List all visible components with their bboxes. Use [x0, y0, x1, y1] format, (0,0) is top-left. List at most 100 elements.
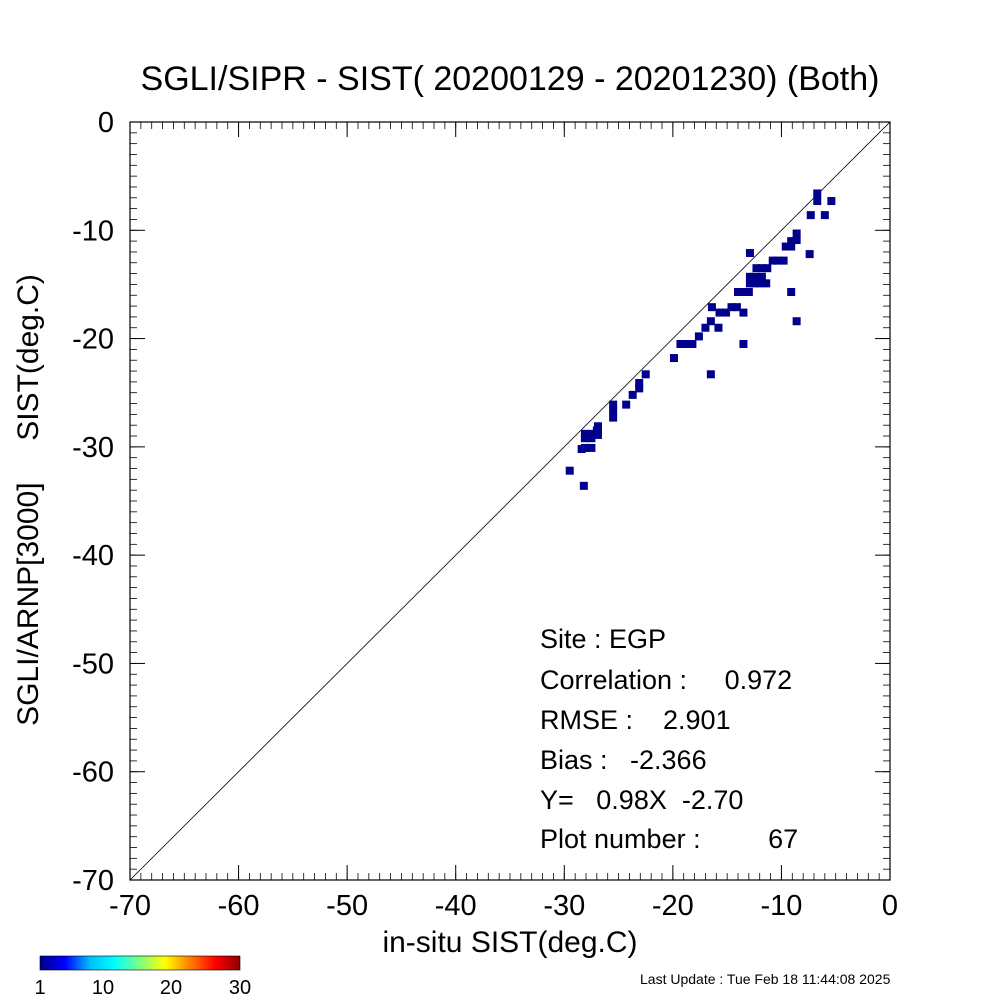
data-point	[593, 427, 602, 436]
data-point	[813, 197, 822, 206]
y-tick-label: -70	[72, 865, 114, 897]
stats-annotations: Site : EGP Correlation : 0.972 RMSE : 2.…	[540, 624, 798, 854]
x-tick-label: -40	[435, 890, 477, 922]
annotation-rmse: RMSE : 2.901	[540, 705, 731, 735]
data-point	[806, 211, 815, 220]
data-point	[669, 354, 678, 363]
data-point	[820, 211, 829, 220]
data-point	[739, 339, 748, 348]
data-point	[750, 272, 759, 281]
data-point	[694, 332, 703, 341]
colorbar	[39, 955, 241, 971]
x-tick-label: -50	[326, 890, 368, 922]
data-point	[706, 317, 715, 326]
data-point	[701, 323, 710, 332]
data-point	[813, 189, 822, 198]
data-point	[745, 279, 754, 288]
colorbar-ticks: 1 10 20 30	[34, 977, 251, 999]
data-point	[745, 272, 754, 281]
data-point	[641, 370, 650, 379]
data-points	[565, 189, 836, 490]
data-point	[755, 279, 764, 288]
data-point	[768, 256, 777, 265]
colorbar-tick: 1	[34, 977, 45, 999]
data-point	[779, 256, 788, 265]
data-point	[757, 264, 766, 273]
data-point	[635, 378, 644, 387]
x-tick-label: -20	[652, 890, 694, 922]
data-point	[565, 466, 574, 475]
y-tick-label: -60	[72, 757, 114, 789]
data-point	[787, 288, 796, 297]
data-point	[714, 323, 723, 332]
data-point	[792, 317, 801, 326]
x-tick-labels: -70 -60 -50 -40 -30 -20 -10 0	[109, 890, 898, 922]
data-point	[752, 264, 761, 273]
data-point	[805, 250, 814, 259]
data-point	[739, 288, 748, 297]
data-point	[722, 308, 731, 317]
data-point	[781, 242, 790, 251]
one-to-one-reference-line	[129, 121, 891, 881]
data-point	[774, 256, 783, 265]
colorbar-tick: 30	[229, 977, 251, 999]
data-point	[827, 197, 836, 206]
y-tick-label: -30	[72, 432, 114, 464]
data-point	[609, 413, 618, 422]
last-update-text: Last Update : Tue Feb 18 11:44:08 2025	[640, 971, 891, 987]
data-point	[734, 288, 742, 297]
data-point	[609, 400, 618, 409]
data-point	[676, 339, 685, 348]
y-tick-label: 0	[98, 107, 114, 139]
data-point	[587, 434, 596, 443]
colorbar-tick: 20	[160, 977, 182, 999]
y-tick-labels: 0 -10 -20 -30 -40 -50 -60 -70	[72, 107, 114, 897]
annotation-plot-number: Plot number : 67	[540, 824, 798, 854]
major-ticks	[129, 121, 891, 881]
y-tick-label: -40	[72, 540, 114, 572]
data-point	[706, 370, 715, 379]
chart-title: SGLI/SIPR - SIST( 20200129 - 20201230) (…	[141, 60, 880, 98]
data-point	[787, 237, 796, 246]
data-point	[580, 429, 589, 438]
colorbar-tick: 10	[92, 977, 114, 999]
data-point	[744, 288, 753, 297]
annotation-bias: Bias : -2.366	[540, 745, 707, 775]
data-point	[587, 429, 596, 438]
data-point	[707, 303, 716, 312]
annotation-regression: Y= 0.98X -2.70	[540, 785, 743, 815]
data-point	[579, 481, 588, 490]
data-point	[715, 308, 724, 317]
data-point	[577, 445, 586, 454]
x-axis-label: in-situ SIST(deg.C)	[382, 926, 637, 959]
data-point	[688, 339, 697, 348]
y-axis-label: SGLI/ARNP[3000] SIST(deg.C)	[12, 274, 45, 726]
data-point	[580, 434, 589, 443]
data-point	[593, 422, 602, 431]
annotation-correlation: Correlation : 0.972	[540, 665, 792, 695]
y-tick-label: -10	[72, 215, 114, 247]
data-point	[745, 249, 754, 258]
y-tick-label: -50	[72, 648, 114, 680]
annotation-site: Site : EGP	[540, 624, 666, 654]
data-point	[757, 272, 766, 281]
data-point	[628, 390, 637, 399]
data-point	[587, 443, 596, 452]
data-point	[787, 242, 796, 251]
x-tick-label: -30	[543, 890, 585, 922]
x-tick-label: -10	[760, 890, 802, 922]
data-point	[681, 339, 690, 348]
data-point	[622, 400, 631, 409]
data-point	[763, 264, 772, 273]
x-tick-label: -70	[109, 890, 151, 922]
data-point	[635, 384, 644, 393]
data-point	[732, 303, 741, 312]
y-tick-label: -20	[72, 324, 114, 356]
data-point	[792, 236, 801, 245]
data-point	[727, 303, 736, 312]
data-point	[739, 308, 748, 317]
data-point	[609, 407, 618, 416]
data-point	[762, 279, 771, 288]
data-point	[792, 229, 801, 238]
